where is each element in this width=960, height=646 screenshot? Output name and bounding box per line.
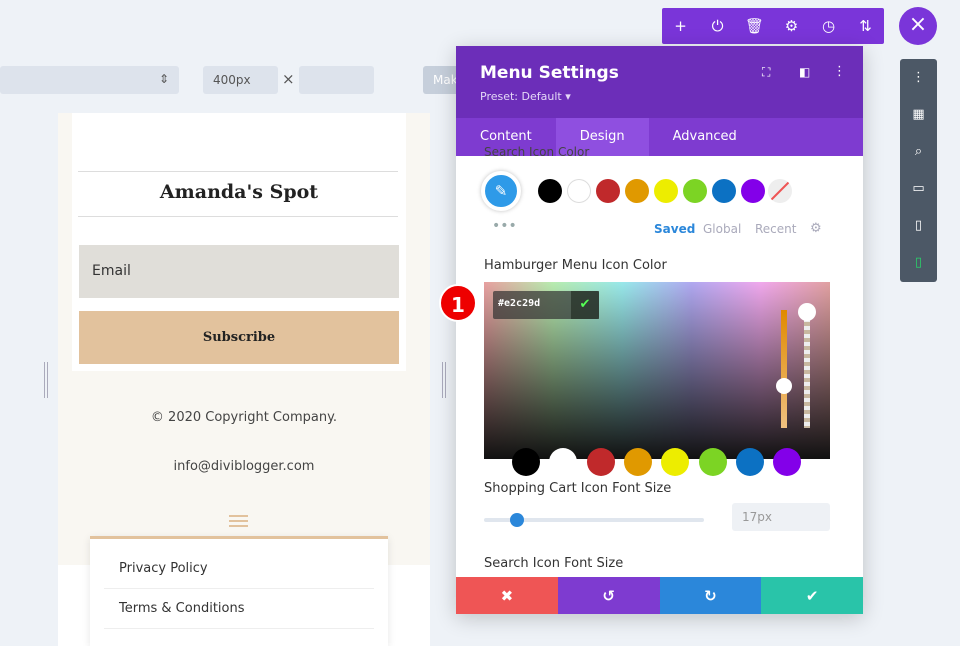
select-arrows-icon: ⇕ [158, 72, 169, 86]
menu-settings-panel: Menu Settings Preset: Default ▾ ⛶ ◧ ⋮ Co… [456, 46, 863, 614]
hue-slider[interactable] [781, 310, 787, 428]
opacity-slider[interactable] [804, 310, 810, 428]
tab-design[interactable]: Design [555, 118, 649, 156]
times-label: × [282, 70, 295, 88]
redo-button[interactable]: ↻ [659, 577, 762, 614]
resize-handle-right[interactable] [442, 362, 446, 398]
dropdown-menu: Privacy Policy Terms & Conditions [90, 536, 388, 646]
opacity-handle[interactable] [798, 303, 816, 321]
add-icon[interactable]: + [674, 17, 687, 35]
trash-icon[interactable]: 🗑 [744, 17, 765, 35]
discard-button[interactable]: ✖ [456, 577, 558, 614]
split-view-icon[interactable]: ◧ [799, 65, 811, 79]
color-picker-canvas[interactable]: #e2c29d ✔ [484, 282, 830, 459]
preset-select[interactable]: ⇕ [0, 66, 179, 94]
hamburger-color-label: Hamburger Menu Icon Color [484, 258, 667, 273]
picker-color-swatch[interactable] [773, 448, 802, 476]
tablet-icon[interactable]: ▯ [914, 218, 923, 233]
hamburger-icon[interactable] [229, 515, 248, 527]
zoom-icon[interactable]: ⌕ [914, 144, 923, 159]
layout-icon[interactable]: ▦ [912, 107, 925, 122]
step-badge: 1 [439, 284, 477, 322]
more-icon[interactable]: ⋮ [912, 70, 925, 85]
slider-handle[interactable] [510, 513, 524, 527]
gear-icon[interactable]: ⚙ [784, 17, 799, 35]
history-icon[interactable]: ◷ [821, 17, 836, 35]
resize-handle-left[interactable] [44, 362, 48, 398]
cart-font-size-input[interactable]: 17px [732, 503, 830, 531]
undo-button[interactable]: ↺ [557, 577, 660, 614]
color-swatch[interactable] [596, 179, 620, 203]
power-icon[interactable]: ⏻ [711, 17, 724, 35]
picker-color-swatch[interactable] [735, 448, 764, 476]
sort-icon[interactable]: ⇅ [859, 17, 872, 35]
confirm-hex-icon[interactable]: ✔ [571, 291, 599, 319]
search-icon-color-label: Search Icon Color [484, 145, 590, 159]
picker-color-swatch[interactable] [512, 448, 540, 476]
contact-email[interactable]: info@diviblogger.com [173, 459, 315, 474]
height-input[interactable] [299, 66, 374, 94]
color-swatch[interactable] [741, 179, 765, 203]
menu-item-privacy[interactable]: Privacy Policy [104, 561, 374, 589]
hex-input[interactable]: #e2c29d [498, 298, 541, 309]
search-font-size-label: Search Icon Font Size [484, 556, 624, 571]
picker-color-swatch[interactable] [549, 448, 578, 476]
subscribe-card: Amanda's Spot Email Subscribe [72, 113, 406, 371]
no-color-swatch[interactable] [768, 179, 792, 203]
eyedropper-icon[interactable]: ✎ [481, 171, 521, 211]
phone-icon[interactable]: ▯ [914, 255, 923, 270]
color-swatch[interactable] [683, 179, 707, 203]
picker-color-swatch[interactable] [623, 448, 652, 476]
menu-item-terms[interactable]: Terms & Conditions [104, 589, 374, 629]
hex-input-box[interactable]: #e2c29d ✔ [493, 291, 599, 319]
color-swatch[interactable] [567, 179, 591, 203]
panel-title: Menu Settings [480, 63, 619, 83]
desktop-icon[interactable]: ▭ [912, 181, 925, 196]
email-input[interactable]: Email [79, 245, 399, 298]
picker-color-swatch[interactable] [661, 448, 690, 476]
tab-recent[interactable]: Recent [755, 222, 797, 236]
tab-global[interactable]: Global [703, 222, 742, 236]
picker-color-swatch[interactable] [698, 448, 727, 476]
more-options-icon[interactable]: ⋮ [833, 64, 846, 79]
palette-settings-icon[interactable]: ⚙ [810, 221, 822, 236]
copyright-text: © 2020 Copyright Company. [150, 410, 338, 425]
panel-footer: ✖ ↺ ↻ ✔ [456, 577, 863, 614]
color-swatch[interactable] [654, 179, 678, 203]
fullscreen-icon[interactable]: ⛶ [762, 65, 771, 79]
tab-saved[interactable]: Saved [654, 222, 696, 236]
color-swatch[interactable] [538, 179, 562, 203]
right-sidebar: ⋮ ▦ ⌕ ▭ ▯ ▯ [900, 59, 937, 282]
site-title: Amanda's Spot [159, 181, 319, 203]
color-swatch[interactable] [625, 179, 649, 203]
tab-content[interactable]: Content [480, 129, 532, 144]
close-builder-button[interactable]: × [899, 7, 937, 45]
width-input[interactable]: 400px [203, 66, 278, 94]
hue-handle[interactable] [776, 378, 792, 394]
color-swatch[interactable] [712, 179, 736, 203]
save-button[interactable]: ✔ [761, 577, 863, 614]
preset-selector[interactable]: Preset: Default ▾ [480, 90, 571, 103]
cart-font-size-slider[interactable] [484, 513, 704, 527]
tab-advanced[interactable]: Advanced [672, 129, 737, 144]
picker-color-swatch[interactable] [586, 448, 615, 476]
subscribe-button[interactable]: Subscribe [79, 311, 399, 364]
cart-font-size-label: Shopping Cart Icon Font Size [484, 481, 672, 496]
module-actions-bar: + ⏻ 🗑 ⚙ ◷ ⇅ [662, 8, 884, 44]
more-colors-icon[interactable]: ••• [492, 218, 517, 234]
